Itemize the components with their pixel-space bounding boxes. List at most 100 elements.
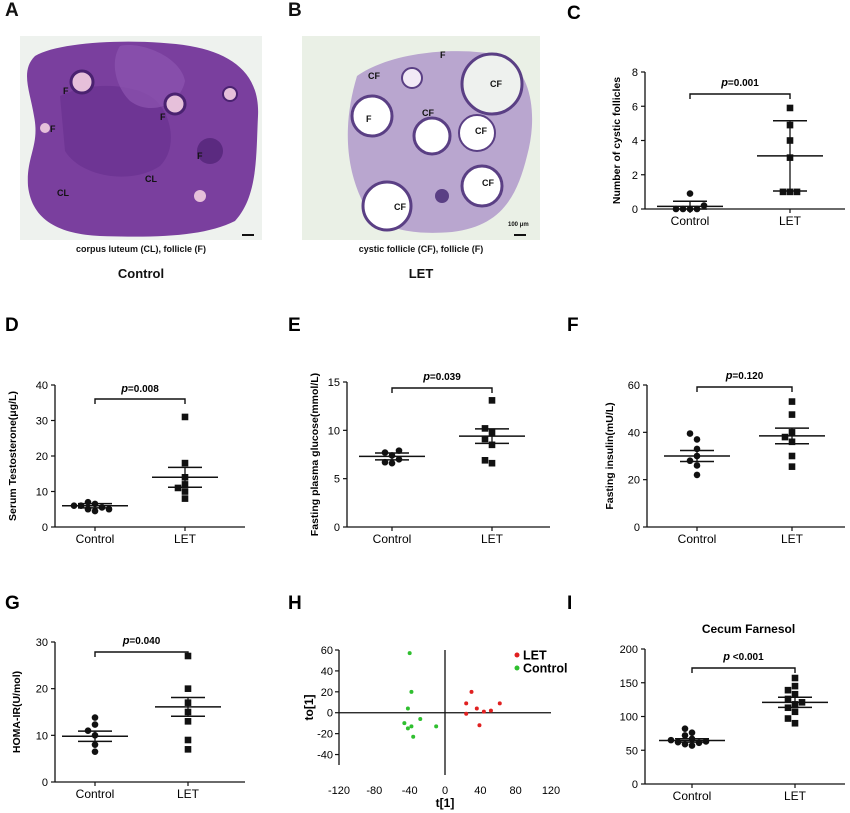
label-corpus-luteum: CL — [145, 174, 157, 184]
y-tick-label: 20 — [321, 687, 333, 699]
label-cystic-follicle: CF — [422, 108, 434, 118]
label-cystic-follicle: CF — [394, 202, 406, 212]
micrograph-control-art — [27, 41, 259, 237]
y-tick-label: 30 — [36, 637, 48, 649]
y-tick-label: 6 — [632, 101, 638, 113]
micrograph-control-labels: F F F F CL CL — [20, 36, 262, 240]
panel-letter-h: H — [288, 593, 302, 614]
x-tick-label: LET — [177, 787, 200, 801]
data-point — [686, 190, 694, 197]
legend-label-control: Control — [523, 662, 567, 676]
x-tick-label: 0 — [442, 785, 448, 797]
data-point — [388, 459, 396, 467]
y-tick-label: 0 — [634, 522, 640, 534]
x-tick-label: LET — [779, 214, 802, 228]
p-value-text: =0.040 — [129, 636, 160, 647]
data-point — [779, 188, 787, 196]
data-point — [84, 498, 92, 506]
score-point-let — [469, 689, 474, 694]
p-value-text: <0.001 — [730, 652, 764, 663]
y-tick-label: 0 — [327, 708, 333, 720]
score-point-let — [481, 709, 486, 714]
data-point — [84, 505, 92, 513]
x-tick-label: Control — [671, 214, 710, 228]
label-follicle: F — [440, 50, 446, 60]
data-point — [488, 459, 496, 467]
y-axis-label: Fasting plasma glucose(mmol/L) — [309, 373, 321, 536]
x-tick-label: 80 — [510, 785, 522, 797]
x-tick-label: Control — [678, 532, 717, 546]
significance-bracket — [94, 398, 186, 404]
y-tick-label: 100 — [620, 712, 638, 724]
x-tick-label: -40 — [402, 785, 418, 797]
y-tick-label: 40 — [321, 666, 333, 678]
label-cystic-follicle: CF — [490, 79, 502, 89]
panel-letter-f: F — [567, 315, 579, 336]
y-tick-label: 10 — [36, 487, 48, 499]
data-point — [788, 452, 796, 460]
label-corpus-luteum: CL — [57, 188, 69, 198]
score-point-let — [497, 701, 502, 706]
micrograph-control: F F F F CL CL — [20, 36, 262, 240]
y-tick-label: 0 — [334, 522, 340, 534]
y-tick-label: 20 — [36, 684, 48, 696]
data-point — [681, 732, 689, 739]
x-tick-label: 120 — [542, 785, 560, 797]
p-value-text: =0.039 — [430, 372, 461, 383]
data-point — [681, 725, 689, 732]
micrograph-let: CF CF CF CF CF CF F F 100 μm — [302, 36, 540, 240]
data-point — [784, 686, 792, 694]
y-tick-label: 200 — [620, 644, 638, 656]
legend-marker-control — [514, 665, 520, 671]
x-tick-label: -120 — [328, 785, 350, 797]
score-point-control — [409, 724, 414, 729]
x-tick-label: LET — [781, 532, 804, 546]
score-point-let — [474, 706, 479, 711]
p-symbol: p — [720, 77, 728, 89]
p-symbol: p — [120, 383, 128, 395]
label-follicle: F — [160, 112, 166, 122]
p-value-label: p=0.120 — [725, 370, 764, 382]
p-symbol: p — [725, 370, 733, 382]
y-tick-label: -40 — [317, 750, 333, 762]
legend-marker-let — [514, 652, 520, 658]
x-tick-label: Control — [76, 532, 115, 546]
data-point — [181, 495, 189, 502]
y-tick-label: 8 — [632, 67, 638, 79]
data-point — [181, 413, 189, 421]
y-tick-label: 40 — [36, 380, 48, 392]
p-symbol: p — [122, 635, 130, 647]
y-tick-label: 20 — [36, 451, 48, 463]
y-tick-label: 0 — [632, 779, 638, 791]
score-point-control — [434, 724, 439, 729]
score-point-control — [409, 689, 414, 694]
data-point — [381, 458, 389, 466]
panel-letter-i: I — [567, 593, 572, 614]
data-point — [181, 459, 189, 467]
p-value-label: p <0.001 — [722, 651, 764, 663]
x-tick-label: -80 — [366, 785, 382, 797]
label-follicle: F — [366, 114, 372, 124]
score-point-let — [464, 711, 469, 716]
data-point — [791, 682, 799, 690]
score-point-control — [405, 726, 410, 731]
x-axis-label: t[1] — [436, 796, 455, 810]
significance-bracket — [689, 93, 791, 99]
micrograph-let-art — [347, 51, 533, 236]
data-point — [91, 507, 99, 515]
significance-bracket — [696, 386, 793, 392]
x-tick-label: Control — [673, 789, 712, 803]
p-value-label: p=0.001 — [720, 77, 759, 89]
data-point — [791, 719, 799, 727]
p-value-label: p=0.008 — [120, 383, 159, 395]
y-axis-label: Serum Testosterone(μg/L) — [7, 391, 19, 521]
legend-label-let: LET — [523, 649, 547, 663]
data-point — [488, 397, 496, 404]
data-point — [688, 729, 696, 736]
label-follicle: F — [50, 124, 56, 134]
score-point-control — [418, 717, 423, 721]
label-cystic-follicle: CF — [368, 71, 380, 81]
data-point — [688, 742, 696, 749]
p-symbol: p — [722, 651, 730, 663]
